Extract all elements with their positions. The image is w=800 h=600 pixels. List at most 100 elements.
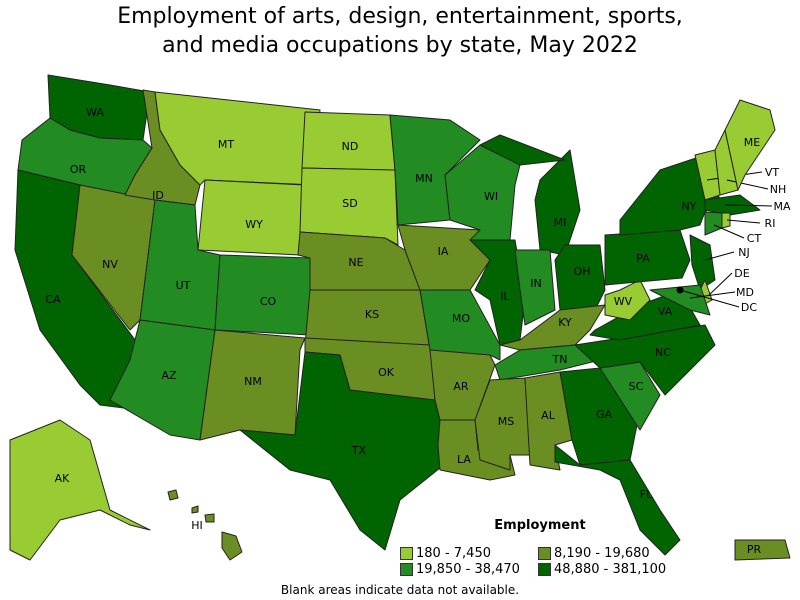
state-label: MN <box>415 172 433 185</box>
state-shape <box>704 211 723 236</box>
state-label: MI <box>554 216 567 229</box>
leader-line <box>707 272 733 297</box>
state-shape <box>204 513 215 523</box>
state-label: PA <box>636 252 650 265</box>
state-shape <box>419 289 501 361</box>
legend: Employment 180 - 7,450 8,190 - 19,680 19… <box>400 518 670 577</box>
legend-swatch <box>538 563 551 576</box>
state-label: PR <box>747 543 762 556</box>
footnote: Blank areas indicate data not available. <box>280 583 520 597</box>
state-shape <box>554 444 681 556</box>
state-label: IA <box>438 245 449 258</box>
state-label: MT <box>218 138 234 151</box>
state-label: KS <box>365 308 379 321</box>
map-title: Employment of arts, design, entertainmen… <box>0 2 800 60</box>
state-label: NJ <box>738 246 749 259</box>
legend-title: Employment <box>494 518 586 533</box>
state-label: ND <box>342 140 359 153</box>
state-label: AK <box>55 472 71 485</box>
state-wv: WV <box>604 279 651 321</box>
state-shape <box>239 351 451 551</box>
leader-line <box>726 179 769 190</box>
state-mn: MN <box>389 114 481 226</box>
state-label: NM <box>244 375 262 388</box>
state-shape <box>221 531 243 561</box>
legend-item-2: 8,190 - 19,680 <box>538 546 650 561</box>
legend-label: 180 - 7,450 <box>416 546 491 561</box>
state-label: NH <box>770 183 787 196</box>
state-me: ME <box>724 99 776 191</box>
state-label: WY <box>245 218 263 231</box>
leader-line <box>726 219 761 224</box>
state-label: OH <box>574 265 591 278</box>
state-md: MD <box>649 284 754 316</box>
state-co: CO <box>214 254 311 336</box>
state-label: TX <box>351 444 367 457</box>
legend-swatch <box>538 547 551 560</box>
state-label: VA <box>658 305 673 318</box>
state-hi: HI <box>167 489 243 561</box>
state-shape <box>689 234 716 291</box>
legend-label: 48,880 - 381,100 <box>554 562 667 577</box>
legend-label: 8,190 - 19,680 <box>554 546 650 561</box>
state-nc: NC <box>574 324 716 396</box>
legend-label: 19,850 - 38,470 <box>416 562 520 577</box>
state-label: UT <box>176 279 191 292</box>
state-label: AR <box>453 380 469 393</box>
state-shape <box>479 134 566 166</box>
leader-line <box>679 289 740 308</box>
state-label: IL <box>500 290 510 303</box>
state-va: VA <box>589 289 701 341</box>
leader-line <box>689 291 736 299</box>
state-shape <box>721 212 731 229</box>
leader-line <box>713 224 745 239</box>
state-label: TN <box>552 353 568 366</box>
legend-item-1: 180 - 7,450 <box>400 546 491 561</box>
state-label: SC <box>629 380 644 393</box>
state-shape <box>191 505 199 514</box>
state-shape <box>574 324 716 396</box>
state-label: NV <box>102 258 118 271</box>
title-line-2: and media occupations by state, May 2022 <box>162 33 638 58</box>
state-label: NC <box>655 346 671 359</box>
state-label: FL <box>640 488 653 501</box>
state-nm: NM <box>199 329 306 441</box>
state-label: WA <box>86 106 104 119</box>
leader-line <box>704 251 735 261</box>
state-label: CA <box>45 293 61 306</box>
state-sd: SD <box>299 167 399 246</box>
state-label: OK <box>378 366 395 379</box>
state-shape <box>514 249 556 326</box>
state-label: AZ <box>161 369 177 382</box>
state-shape <box>9 419 151 561</box>
state-ne: NE <box>297 231 421 291</box>
state-wy: WY <box>197 179 306 256</box>
state-label: NE <box>348 256 363 269</box>
state-mo: MO <box>419 289 501 361</box>
state-pa: PA <box>604 229 691 286</box>
state-pr: PR <box>734 539 791 561</box>
state-label: GA <box>596 408 613 421</box>
state-label: MO <box>452 312 470 325</box>
state-label: AL <box>541 409 556 422</box>
state-label: DC <box>741 301 757 314</box>
leader-line <box>724 204 773 207</box>
state-label: HI <box>191 519 203 532</box>
state-label: LA <box>457 453 471 466</box>
state-label: KY <box>558 316 572 329</box>
state-label: IN <box>530 277 541 290</box>
state-label: MD <box>736 286 754 299</box>
state-label: NY <box>682 200 697 213</box>
state-ny: NY <box>619 154 721 236</box>
state-label: CT <box>747 232 762 245</box>
state-shape <box>167 489 179 501</box>
state-nj: NJ <box>689 234 750 291</box>
state-label: WI <box>484 190 498 203</box>
title-line-1: Employment of arts, design, entertainmen… <box>117 4 683 29</box>
state-shape <box>649 284 711 316</box>
legend-item-3: 19,850 - 38,470 <box>400 562 520 577</box>
state-label: ME <box>744 136 760 149</box>
state-label: CO <box>260 295 277 308</box>
state-label: VT <box>765 166 780 179</box>
state-oh: OH <box>554 244 606 311</box>
